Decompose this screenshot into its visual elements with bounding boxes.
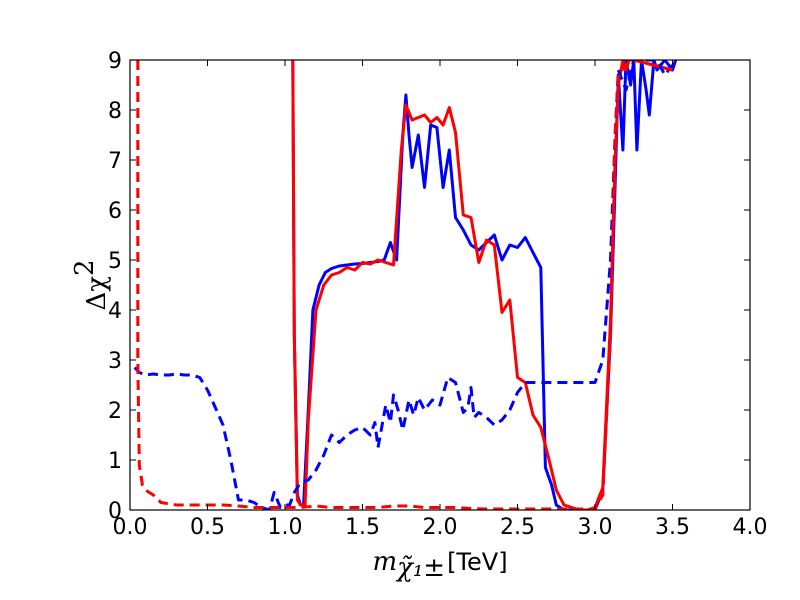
y-tick-label: 2 — [108, 399, 122, 424]
y-tick-label: 3 — [108, 349, 122, 374]
plot-frame — [129, 59, 751, 511]
y-axis-superscript: 2 — [70, 259, 100, 276]
x-tick-label: 0.0 — [113, 515, 148, 540]
x-tick-label: 2.5 — [500, 515, 535, 540]
y-tick-label: 6 — [108, 199, 122, 224]
y-tick-label: 4 — [108, 299, 122, 324]
x-axis-symbol: m — [372, 547, 397, 577]
series-line-blue-solid — [291, 60, 678, 510]
series-layer — [133, 60, 678, 510]
y-tick-label: 1 — [108, 449, 122, 474]
x-tick-label: 1.0 — [268, 515, 303, 540]
y-tick-label: 9 — [108, 49, 122, 74]
y-tick-label: 8 — [108, 99, 122, 124]
x-tick-label: 2.0 — [423, 515, 458, 540]
series-line-blue-dashed — [133, 60, 674, 510]
ticks-layer: 0.0 0.5 1.0 1.5 2.0 2.5 3.0 3.5 4.0 0 1 2 3 4 5 6 7 8 9 — [108, 49, 768, 540]
y-tick-label: 5 — [108, 249, 122, 274]
x-axis-unit: [TeV] — [447, 548, 508, 576]
x-tick-label: 3.5 — [655, 515, 690, 540]
x-tick-label: 3.0 — [578, 515, 613, 540]
x-tick-label: 1.5 — [345, 515, 380, 540]
x-axis-label: mχ̃₁±[TeV] — [372, 547, 507, 583]
series-line-red-dashed — [136, 60, 673, 510]
y-tick-label: 0 — [108, 499, 122, 524]
x-tick-label: 0.5 — [190, 515, 225, 540]
x-axis-subscript: χ̃₁± — [395, 553, 445, 583]
y-tick-label: 7 — [108, 149, 122, 174]
y-axis-symbol: Δχ — [82, 276, 112, 311]
series-line-red-solid — [291, 60, 673, 510]
y-axis-label: Δχ2 — [70, 259, 112, 310]
x-tick-label: 4.0 — [733, 515, 768, 540]
